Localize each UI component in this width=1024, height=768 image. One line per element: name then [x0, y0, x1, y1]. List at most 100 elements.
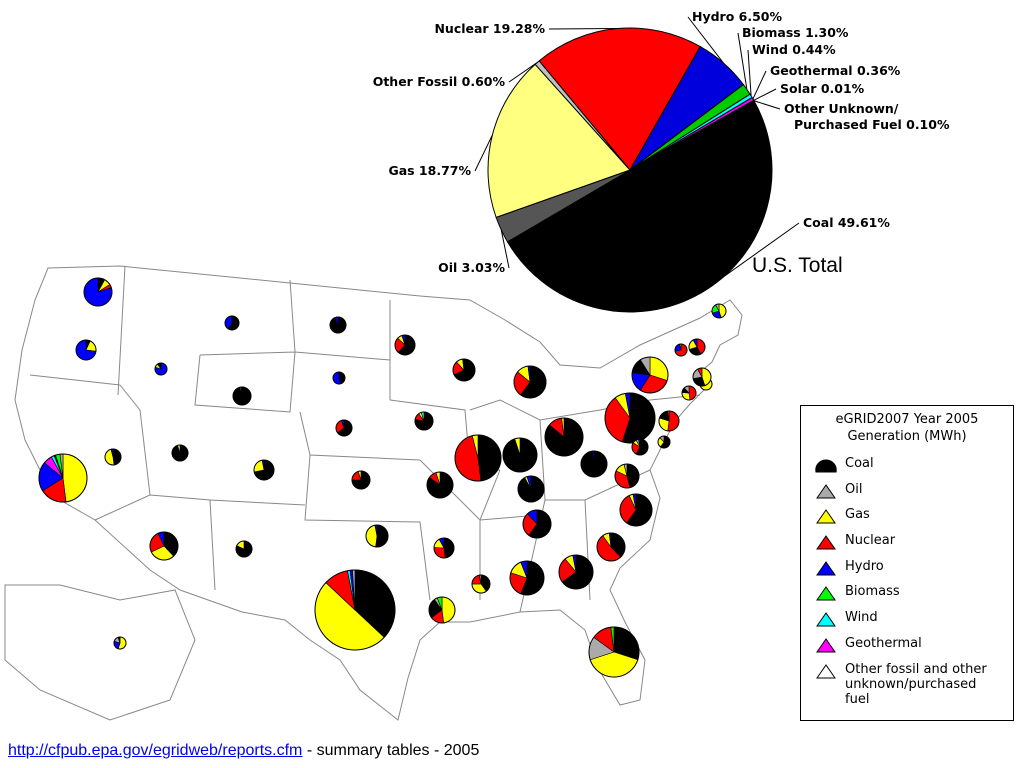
leader-biomass [737, 32, 748, 90]
legend-item-coal: Coal [815, 456, 995, 482]
state-pie-outline [692, 367, 712, 387]
legend-label-nuclear: Nuclear [845, 533, 896, 549]
legend-item-geothermal: Geothermal [815, 636, 995, 662]
leader-solar [753, 88, 777, 101]
state-pie-mo [426, 471, 454, 499]
state-pie-outline [509, 560, 545, 596]
state-pie-outline [232, 386, 252, 406]
legend-label-hydro: Hydro [845, 558, 884, 574]
pie-label-wind: Wind 0.44% [752, 42, 836, 57]
legend-item-hydro: Hydro [815, 559, 995, 585]
state-pie-me [711, 303, 727, 319]
state-pie-outline [604, 392, 656, 444]
leader-gas [474, 134, 493, 172]
state-pie-al [509, 560, 545, 596]
hydro-swatch-icon [816, 560, 836, 576]
alaska-outline [4, 584, 196, 721]
coal-swatch-icon [815, 459, 837, 473]
legend-title: eGRID2007 Year 2005 Generation (MWh) [801, 411, 1013, 445]
state-pie-outline [658, 410, 680, 432]
state-pie-outline [329, 316, 347, 334]
oil-swatch-icon [816, 483, 836, 499]
state-pie-wv [580, 450, 608, 478]
state-pie-outline [513, 365, 547, 399]
pie-label-hydro: Hydro 6.50% [692, 9, 783, 24]
gas-swatch-icon [816, 509, 836, 524]
state-pie-la [428, 596, 456, 624]
leader-coal [700, 222, 800, 294]
state-pie-outline [517, 475, 545, 503]
state-pie-nm [235, 540, 253, 558]
state-pie-outline [38, 453, 88, 503]
legend-item-wind: Wind [815, 610, 995, 636]
state-pie-wi [452, 358, 476, 382]
state-pie-outline [433, 537, 455, 559]
legend-label-oil: Oil [845, 481, 863, 497]
pie-label-coal: Coal 49.61% [803, 215, 890, 230]
state-pie-outline [681, 385, 697, 401]
pie-label-gas: Gas 18.77% [388, 163, 471, 178]
leader-other-unknown-purchased-fuel [753, 100, 781, 110]
state-pie-outline [580, 450, 608, 478]
pie-label-other-unknown-purchased-fuel: Other Unknown/Purchased Fuel 0.10% [784, 101, 950, 132]
state-pies [38, 277, 727, 678]
source-link[interactable]: http://cfpub.epa.gov/egridweb/reports.cf… [8, 742, 303, 759]
state-pie-outline [154, 362, 168, 376]
legend-item-gas: Gas [815, 507, 995, 533]
state-boundaries [4, 265, 743, 721]
state-pie-outline [614, 463, 640, 489]
state-pie-outline [365, 524, 389, 548]
pie-slice-nuclear [538, 27, 701, 171]
state-pie-outline [674, 343, 688, 357]
pie-label-other-fossil: Other Fossil 0.60% [373, 74, 506, 89]
state-pie-or [75, 339, 97, 361]
state-pie-tn [522, 509, 552, 539]
state-pie-az [149, 531, 179, 561]
legend-box: eGRID2007 Year 2005 Generation (MWh) Coa… [800, 405, 1014, 721]
legend-label-coal: Coal [845, 456, 874, 471]
state-pie-outline [631, 356, 669, 394]
state-pie-outline [558, 554, 594, 590]
state-pie-outline [394, 334, 416, 356]
legend-label-biomass: Biomass [845, 584, 900, 600]
other-fossil-swatch-icon [816, 663, 836, 678]
state-pie-outline [452, 358, 476, 382]
state-pie-outline [588, 626, 640, 678]
state-pie-outline [104, 448, 122, 466]
legend-title-line2: Generation (MWh) [847, 429, 967, 444]
state-pie-wy [232, 386, 252, 406]
pie-label-geothermal: Geothermal 0.36% [770, 63, 901, 78]
state-pie-ia [414, 411, 434, 431]
state-pie-de [657, 435, 671, 449]
pie-slice-gas [487, 63, 631, 219]
biomass-swatch-icon [816, 586, 836, 601]
legend-label-gas: Gas [845, 507, 870, 523]
state-pie-outline [235, 540, 253, 558]
pie-label-line: Purchased Fuel 0.10% [794, 117, 950, 132]
state-pie-nj [658, 410, 680, 432]
state-pie-nd [329, 316, 347, 334]
legend-item-other: Other fossil and other unknown/purchased… [815, 662, 995, 707]
state-pie-ma [692, 367, 712, 387]
state-pie-ny [631, 356, 669, 394]
state-pie-mn [394, 334, 416, 356]
state-pie-outline [471, 574, 491, 594]
pie-label-line: Other Unknown/ [784, 101, 899, 116]
state-pie-ms [471, 574, 491, 594]
legend-items: Coal Oil Gas Nuclear Hydro Biomass Wind [815, 456, 995, 707]
state-pie-outline [631, 438, 649, 456]
leader-hydro [687, 16, 725, 64]
state-pie-wa [83, 277, 113, 307]
state-pie-nh [688, 338, 706, 356]
state-pie-id [154, 362, 168, 376]
state-pie-outline [253, 459, 275, 481]
legend-item-oil: Oil [815, 482, 995, 508]
state-pie-pa [604, 392, 656, 444]
leader-wind [747, 49, 752, 96]
legend-label-geothermal: Geothermal [845, 635, 922, 651]
nuclear-swatch-icon [816, 535, 836, 550]
us-total-pie [487, 27, 773, 313]
pie-leader-lines [474, 16, 800, 294]
leader-oil [500, 229, 510, 269]
leader-geothermal [752, 70, 767, 100]
